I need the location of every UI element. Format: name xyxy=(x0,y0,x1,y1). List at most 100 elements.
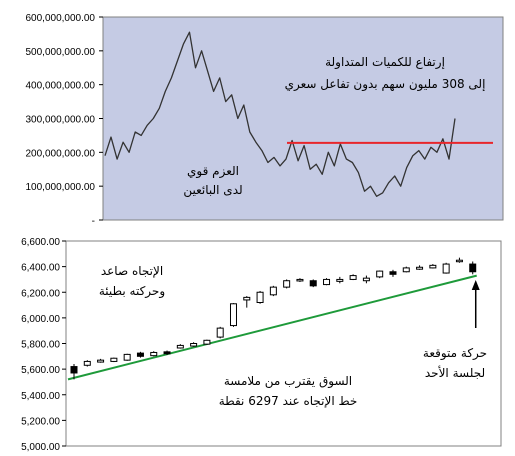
price-candle xyxy=(229,303,237,327)
price-candle-body xyxy=(376,270,384,278)
price-candle-body xyxy=(256,291,264,303)
price-candle xyxy=(123,353,131,361)
price-candle-body xyxy=(336,278,344,282)
price-candle-body xyxy=(70,366,78,374)
price-candle-body xyxy=(389,271,397,275)
price-y-tick-label: 6,600.00 xyxy=(21,237,60,248)
volume-y-tick-label: 400,000,000.00 xyxy=(25,81,95,92)
price-y-tick-label: 5,200.00 xyxy=(21,416,60,427)
price-candle xyxy=(402,266,410,273)
price-candle-body xyxy=(150,351,158,357)
price-candle xyxy=(243,296,251,308)
price-candle xyxy=(469,261,477,275)
price-candle-body xyxy=(283,280,291,288)
price-candle-body xyxy=(229,303,237,327)
price-candle xyxy=(136,351,144,358)
price-candle xyxy=(376,270,384,279)
price-candle-body xyxy=(416,266,424,270)
volume-annotation-surge-line: إرتفاع للكميات المتداولة xyxy=(325,55,445,70)
price-annotation-forecast-line: حركة متوقعة xyxy=(423,346,487,361)
price-annotation-support: السوق يقترب من ملامسة خط الإتجاه عند 6297… xyxy=(219,374,358,408)
price-candle xyxy=(416,265,424,270)
volume-y-tick-label: 300,000,000.00 xyxy=(25,115,95,126)
volume-chart: 600,000,000.00 500,000,000.00 400,000,000.… xyxy=(25,13,504,227)
price-candle xyxy=(296,278,304,282)
price-y-tick-label: 5,800.00 xyxy=(21,340,60,351)
price-y-tick-label: 5,000.00 xyxy=(21,442,60,453)
price-candle xyxy=(163,350,171,356)
price-candle xyxy=(150,351,158,357)
price-candle xyxy=(190,342,198,347)
price-candle-body xyxy=(469,263,477,273)
price-candle xyxy=(176,344,184,349)
price-candle-body xyxy=(309,280,317,287)
price-y-tick-label: 6,000.00 xyxy=(21,314,60,325)
price-candle xyxy=(110,357,118,363)
price-annotation-trend: الإتجاه صاعد وحركته بطيئة xyxy=(99,264,165,299)
price-candle-body xyxy=(323,278,331,286)
volume-annotation-momentum-line: لدى البائعين xyxy=(183,183,242,198)
price-candle-body xyxy=(163,351,171,355)
price-candle-body xyxy=(429,264,437,269)
price-candle-body xyxy=(269,286,277,296)
price-candle-body xyxy=(97,359,105,363)
price-candle xyxy=(323,278,331,286)
volume-series-line xyxy=(104,31,456,197)
volume-plot-area xyxy=(102,16,504,221)
price-plot-area xyxy=(65,240,502,447)
price-candle-body xyxy=(203,339,211,345)
price-y-tick-label: 5,400.00 xyxy=(21,391,60,402)
price-candle xyxy=(83,360,91,367)
price-candle-body xyxy=(83,360,91,366)
volume-annotation-momentum-line: العزم قوي xyxy=(187,164,239,179)
volume-y-tick-label: 500,000,000.00 xyxy=(25,47,95,58)
price-candle-body xyxy=(176,344,184,349)
volume-y-tick-label: 600,000,000.00 xyxy=(25,13,95,24)
price-chart: 6,600.00 6,400.00 6,200.00 6,000.00 5,800.00… xyxy=(21,237,502,453)
price-candle-body xyxy=(190,343,198,347)
price-candle xyxy=(216,326,224,339)
volume-annotation-surge: إرتفاع للكميات المتداولة إلى 308 مليون سه… xyxy=(285,55,486,92)
price-candle xyxy=(455,257,463,263)
price-candle xyxy=(203,339,211,345)
price-annotation-support-line: خط الإتجاه عند 6297 نقطة xyxy=(219,394,358,408)
price-trend-line xyxy=(67,274,477,381)
volume-y-tick-label: - xyxy=(92,216,95,227)
price-candle-body xyxy=(296,278,304,282)
price-candle-body xyxy=(455,259,463,263)
volume-annotation-surge-line: إلى 308 مليون سهم بدون تفاعل سعري xyxy=(285,77,486,92)
price-candle-body xyxy=(216,327,224,338)
price-candle xyxy=(283,279,291,289)
price-candle-body xyxy=(123,353,131,361)
price-candle-body xyxy=(402,267,410,273)
price-y-tick-label: 6,200.00 xyxy=(21,288,60,299)
price-candle xyxy=(97,358,105,363)
price-candle xyxy=(336,276,344,284)
price-candle xyxy=(362,275,370,284)
volume-annotation-momentum: العزم قوي لدى البائعين xyxy=(183,164,242,198)
price-y-tick-label: 6,400.00 xyxy=(21,263,60,274)
price-annotation-forecast: حركة متوقعة لجلسة الأحد xyxy=(423,346,487,380)
price-annotation-forecast-line: لجلسة الأحد xyxy=(425,365,485,380)
price-candle xyxy=(349,274,357,281)
price-candle xyxy=(442,262,450,274)
price-candle xyxy=(309,279,317,288)
price-candle xyxy=(70,364,78,380)
price-candle-body xyxy=(110,357,118,362)
price-forecast-arrowhead xyxy=(471,280,480,290)
price-annotation-support-line: السوق يقترب من ملامسة xyxy=(224,374,352,389)
price-candle xyxy=(429,264,437,269)
price-annotation-trend-line: الإتجاه صاعد xyxy=(101,264,163,278)
volume-y-tick-label: 100,000,000.00 xyxy=(25,182,95,193)
price-candle-body xyxy=(243,296,251,301)
price-candle-body xyxy=(136,352,144,357)
price-annotation-trend-line: وحركته بطيئة xyxy=(99,284,165,299)
price-candle xyxy=(389,269,397,277)
price-candle xyxy=(269,285,277,297)
price-candle xyxy=(256,290,264,304)
price-candle-body xyxy=(442,263,450,274)
price-candle-body xyxy=(362,277,370,282)
price-candle-body xyxy=(349,275,357,280)
